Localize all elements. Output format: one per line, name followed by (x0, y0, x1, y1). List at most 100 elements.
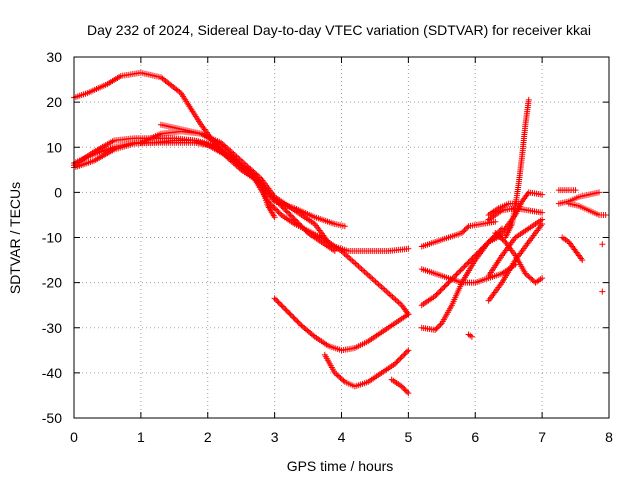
data-point (293, 317, 300, 324)
data-point (235, 159, 242, 166)
data-point (449, 275, 456, 282)
data-point (526, 274, 533, 281)
data-point (231, 155, 238, 162)
data-point (394, 358, 401, 365)
x-tick-label: 3 (271, 429, 279, 445)
data-point (272, 296, 279, 303)
data-point (310, 332, 317, 339)
data-point (232, 156, 239, 163)
data-point (225, 149, 232, 156)
data-point (275, 209, 282, 216)
data-point (338, 376, 345, 383)
y-tick-label: -50 (42, 410, 62, 426)
data-points (71, 69, 609, 397)
data-point (243, 168, 250, 175)
data-point (248, 172, 255, 179)
data-point (522, 270, 529, 277)
data-point (271, 205, 278, 212)
data-point (456, 268, 463, 275)
data-point (466, 257, 473, 264)
data-point (293, 217, 300, 224)
data-point (307, 330, 314, 337)
data-point (495, 232, 502, 239)
data-point (401, 351, 408, 358)
data-point (274, 298, 281, 305)
y-tick-label: 0 (54, 184, 62, 200)
x-tick-label: 2 (204, 429, 212, 445)
data-point (290, 215, 297, 222)
data-point (442, 282, 449, 289)
data-point (387, 292, 394, 299)
data-point (364, 271, 371, 278)
data-point (299, 224, 306, 231)
data-point (433, 291, 440, 298)
data-point (397, 355, 404, 362)
data-point (233, 157, 240, 164)
data-point (444, 280, 451, 287)
y-tick-label: 30 (46, 49, 62, 65)
data-point (337, 375, 344, 382)
data-point (272, 206, 279, 213)
data-point (271, 214, 278, 221)
data-point (398, 354, 405, 361)
data-point (334, 372, 341, 379)
data-point (285, 308, 291, 315)
data-point (246, 171, 253, 178)
data-point (464, 260, 471, 267)
data-point (302, 326, 309, 333)
data-point (468, 333, 475, 340)
axis-ticks (73, 56, 610, 419)
data-point (349, 257, 356, 264)
data-point (393, 359, 400, 366)
data-point (297, 321, 304, 328)
data-point (401, 386, 408, 393)
data-point (285, 209, 291, 216)
data-point (361, 268, 368, 275)
data-point (402, 387, 409, 394)
data-point (453, 271, 460, 278)
data-point (223, 147, 230, 154)
data-point (396, 356, 403, 363)
x-tick-label: 5 (404, 429, 412, 445)
data-point (283, 208, 290, 215)
data-point (289, 313, 296, 320)
data-point (256, 181, 263, 188)
data-point (448, 276, 455, 283)
data-point (525, 96, 532, 103)
data-point (446, 278, 453, 285)
data-point (336, 373, 343, 380)
data-point (599, 241, 606, 248)
data-point (302, 227, 309, 234)
data-point (539, 216, 546, 223)
x-tick-labels: 0 1 2 3 4 5 6 7 8 (70, 429, 613, 445)
data-point (366, 273, 373, 280)
data-point (372, 278, 379, 285)
data-point (395, 299, 402, 306)
data-point (308, 331, 315, 338)
data-point (350, 259, 357, 266)
data-point (445, 279, 452, 286)
data-point (245, 169, 252, 176)
data-point (239, 163, 246, 170)
y-tick-label: 10 (46, 139, 62, 155)
data-point (602, 211, 609, 218)
data-point (496, 233, 503, 240)
data-point (352, 260, 359, 267)
data-point (236, 160, 243, 167)
y-tick-label: -10 (42, 230, 62, 246)
data-point (436, 322, 443, 329)
data-point (369, 275, 376, 282)
data-point (441, 283, 448, 290)
data-point (304, 327, 311, 334)
data-point (383, 288, 390, 295)
data-point (301, 225, 308, 232)
data-point (295, 220, 302, 227)
data-point (283, 307, 290, 314)
data-point (400, 384, 407, 391)
data-point (436, 289, 443, 296)
data-point (599, 288, 606, 295)
data-point (539, 209, 546, 216)
data-point (287, 311, 294, 318)
data-point (378, 284, 385, 291)
y-tick-label: -40 (42, 365, 62, 381)
